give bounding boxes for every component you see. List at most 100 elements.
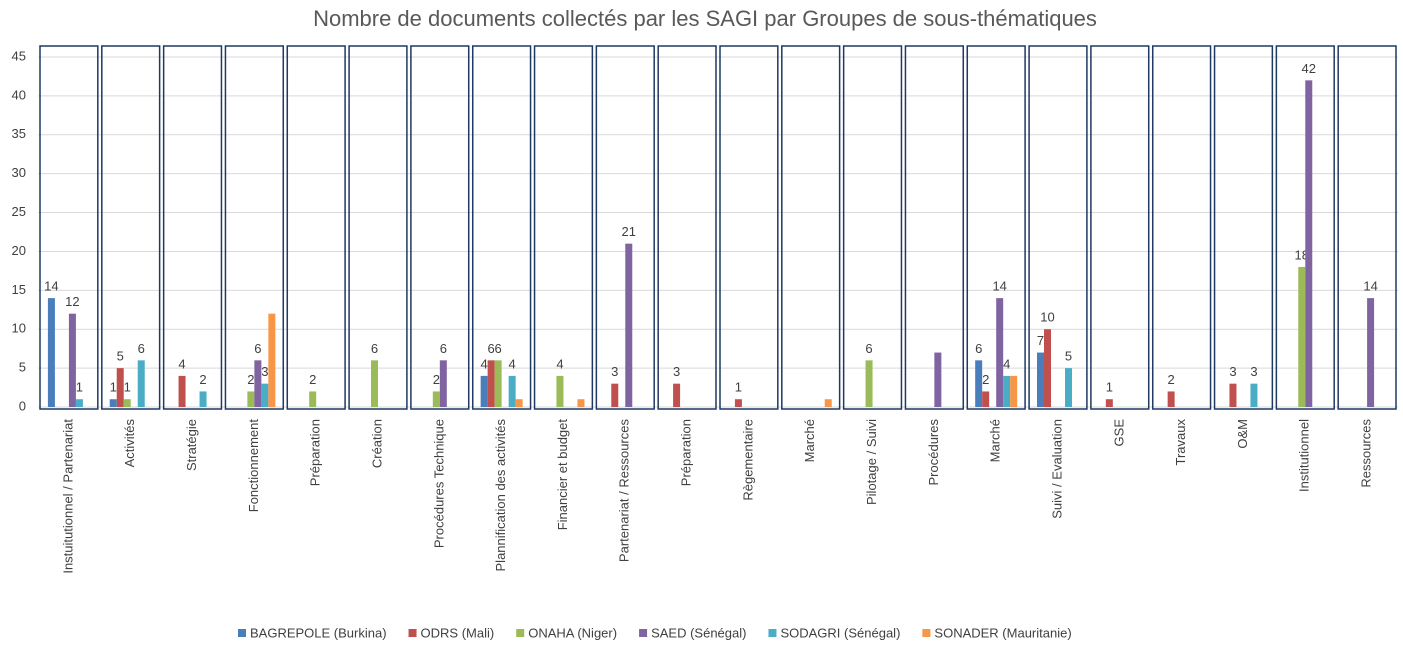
data-label: 4 [509, 356, 516, 371]
chart-title: Nombre de documents collectés par les SA… [313, 6, 1097, 31]
x-tick-label: Ressources [1359, 419, 1374, 488]
y-tick-label: 40 [12, 87, 26, 102]
bar [515, 399, 523, 407]
data-label: 14 [1363, 279, 1377, 294]
x-tick-label: Partenariat / Ressources [617, 419, 632, 563]
x-tick-label: Fonctionnement [246, 419, 261, 513]
legend-swatch [639, 629, 648, 637]
data-label: 12 [65, 294, 79, 309]
bar [116, 368, 124, 407]
x-tick-label: Procédures Technique [431, 419, 446, 548]
x-tick-label: Stratégie [184, 419, 199, 471]
bar [1105, 399, 1113, 407]
data-label: 2 [309, 372, 316, 387]
legend-label: SODAGRI (Sénégal) [780, 625, 900, 640]
bar [508, 375, 516, 407]
group-box [162, 45, 223, 410]
legend-swatch [238, 629, 246, 637]
data-label: 6 [371, 341, 378, 356]
group-box [410, 45, 470, 410]
group-box [471, 45, 532, 410]
group-box [966, 45, 1026, 410]
group-box [719, 45, 779, 410]
x-tick-label: Marché [802, 419, 817, 462]
x-tick-label: Procédures [926, 419, 941, 486]
x-tick-label: Préparation [308, 419, 323, 486]
y-tick-label: 15 [12, 282, 26, 297]
bar [1250, 383, 1258, 407]
data-label: 5 [117, 349, 124, 364]
bar [1065, 368, 1072, 407]
bar [1305, 80, 1313, 407]
group-box [1151, 45, 1212, 410]
y-tick-label: 10 [12, 321, 26, 336]
data-label: 4 [1003, 356, 1010, 371]
legend-label: ODRS (Mali) [421, 625, 495, 640]
data-label: 2 [433, 372, 440, 387]
bar [1298, 267, 1306, 407]
x-tick-label: Plannification des activités [493, 419, 508, 572]
bar [1367, 298, 1375, 407]
data-label: 1 [735, 380, 742, 395]
data-label: 1 [76, 380, 83, 395]
data-label: 1 [124, 380, 131, 395]
bar [247, 391, 255, 407]
bar [734, 399, 742, 407]
bar [1229, 383, 1237, 407]
x-tick-label: Activités [122, 419, 137, 468]
legend-label: SAED (Sénégal) [651, 625, 746, 640]
legend-swatch [408, 629, 417, 637]
bar [309, 391, 317, 407]
data-label: 2 [247, 372, 254, 387]
data-label: 4 [178, 356, 185, 371]
bar [1010, 375, 1018, 407]
x-tick-label: GSE [1111, 419, 1126, 447]
bar [109, 399, 117, 407]
group-box [101, 45, 161, 410]
data-label: 6 [488, 341, 495, 356]
bar [199, 391, 207, 407]
bar [68, 313, 76, 407]
y-tick-label: 5 [19, 360, 26, 375]
group-box [1028, 45, 1088, 410]
group-box [904, 45, 965, 410]
data-label: 6 [975, 341, 982, 356]
y-tick-label: 25 [12, 204, 26, 219]
x-tick-label: Marché [988, 419, 1003, 462]
data-label: 42 [1302, 61, 1316, 76]
group-box [1337, 45, 1397, 410]
data-label: 1 [1106, 380, 1113, 395]
y-tick-label: 30 [12, 165, 26, 180]
y-tick-label: 45 [12, 48, 26, 63]
bar [1003, 375, 1011, 407]
y-tick-label: 0 [19, 398, 26, 413]
data-label: 6 [865, 341, 872, 356]
data-label: 2 [982, 372, 989, 387]
bar [480, 375, 488, 407]
data-label: 5 [1065, 349, 1072, 364]
data-label: 3 [261, 364, 268, 379]
bar [123, 399, 131, 407]
data-label: 3 [611, 364, 618, 379]
group-box [595, 45, 655, 410]
bar [824, 399, 832, 407]
bar [934, 352, 942, 407]
data-label: 6 [495, 341, 502, 356]
bar [556, 375, 564, 407]
bar [371, 360, 378, 407]
data-label: 14 [992, 279, 1006, 294]
data-label: 2 [1168, 372, 1175, 387]
data-label: 21 [622, 224, 636, 239]
x-tick-label: Pilotage / Suivi [864, 419, 879, 505]
group-box [39, 45, 99, 410]
bar [254, 360, 262, 407]
data-label: 4 [481, 356, 488, 371]
data-label: 10 [1040, 310, 1054, 325]
data-label: 3 [673, 364, 680, 379]
y-tick-label: 35 [12, 126, 26, 141]
x-tick-label: O&M [1235, 419, 1250, 449]
bar [975, 360, 983, 407]
group-box [1275, 45, 1335, 410]
group-box [1090, 45, 1150, 410]
